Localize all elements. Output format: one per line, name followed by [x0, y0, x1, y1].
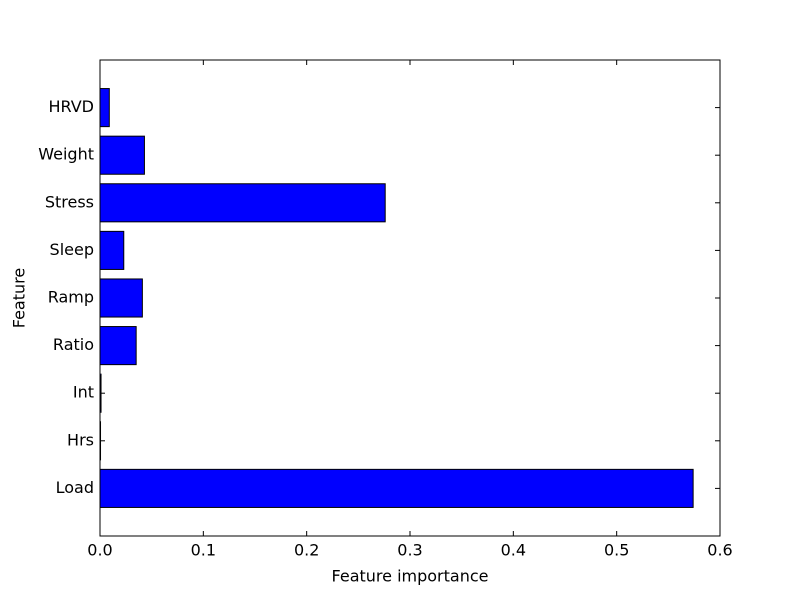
y-tick-label: Ramp — [48, 288, 94, 307]
bar — [99, 88, 110, 128]
y-tick-label: Load — [56, 478, 94, 497]
x-tick-label: 0.0 — [87, 541, 112, 560]
y-tick-label: HRVD — [48, 97, 94, 116]
x-tick-label: 0.1 — [191, 541, 216, 560]
plot-frame — [99, 59, 721, 537]
x-axis-label: Feature importance — [332, 567, 489, 586]
x-tick-label: 0.5 — [604, 541, 629, 560]
bar — [99, 326, 137, 366]
x-tick-label: 0.2 — [294, 541, 319, 560]
bar — [99, 230, 125, 270]
y-axis-label: Feature — [10, 268, 29, 328]
bar — [99, 183, 386, 223]
bar — [99, 278, 143, 318]
y-tick-label: Weight — [38, 145, 94, 164]
bar — [99, 135, 145, 175]
y-tick-label: Ratio — [53, 335, 94, 354]
y-tick-label: Hrs — [67, 430, 94, 449]
x-tick-label: 0.6 — [707, 541, 732, 560]
y-tick-label: Int — [73, 383, 94, 402]
bar — [99, 468, 694, 508]
y-tick-label: Stress — [45, 192, 94, 211]
x-tick-label: 0.3 — [397, 541, 422, 560]
x-tick-label: 0.4 — [501, 541, 526, 560]
y-tick-label: Sleep — [50, 240, 94, 259]
